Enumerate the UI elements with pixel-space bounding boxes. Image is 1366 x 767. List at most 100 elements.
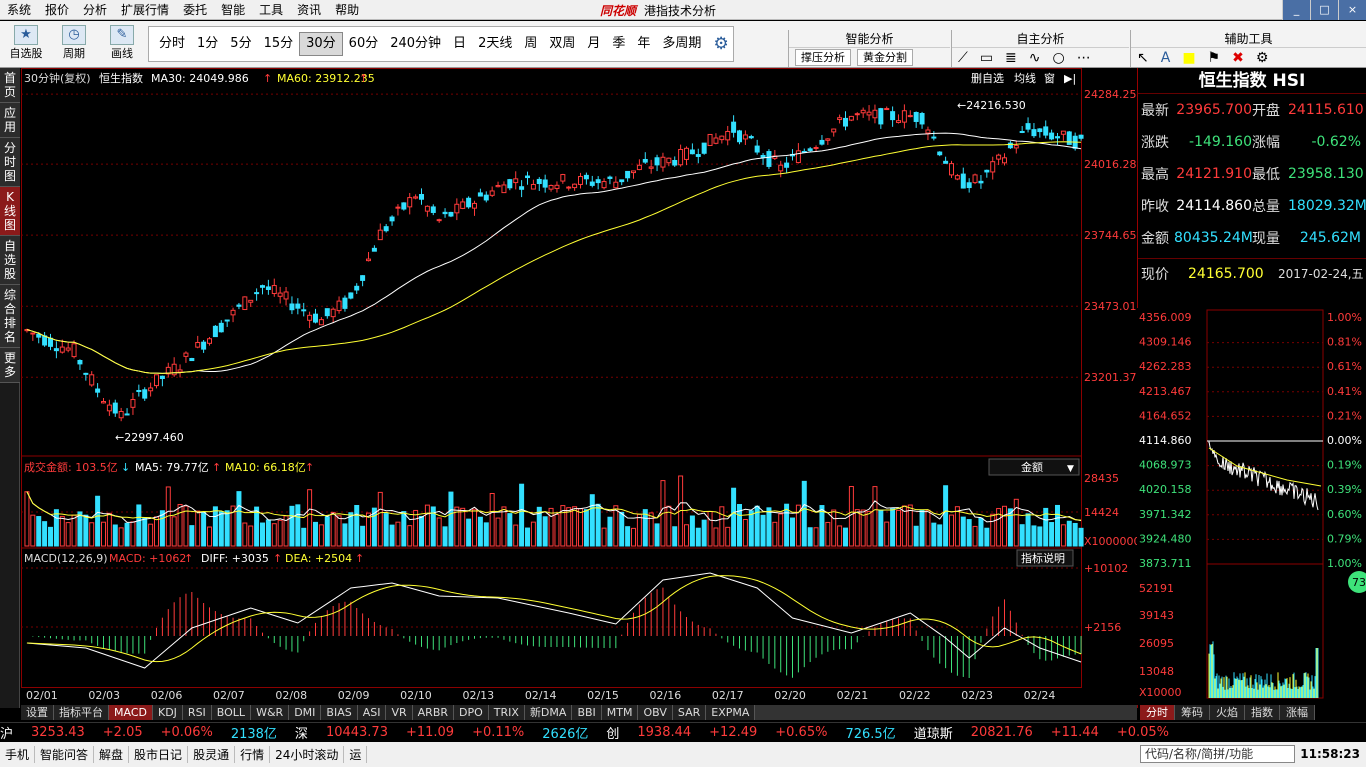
minimize-button[interactable]: _ (1282, 0, 1310, 20)
rect-icon[interactable]: ▭ (979, 49, 994, 66)
period-1[interactable]: 1分 (197, 36, 219, 51)
nav-item-7[interactable]: 运 (344, 746, 368, 763)
right-tab-1[interactable]: 筹码 (1175, 705, 1210, 720)
gear-icon[interactable]: ⚙ (713, 34, 729, 54)
period-13[interactable]: 年 (637, 36, 651, 51)
close-button[interactable]: × (1338, 0, 1366, 20)
cursor-icon[interactable]: ↖ (1137, 49, 1149, 66)
indicator-tab-1[interactable]: 指标平台 (54, 705, 109, 720)
search-input[interactable]: 代码/名称/简拼/功能 (1140, 745, 1295, 763)
period-6[interactable]: 240分钟 (390, 36, 442, 51)
nav-item-0[interactable]: 手机 (0, 746, 36, 763)
line-icon[interactable]: ⟋ (958, 49, 968, 66)
toolbar-pen-button[interactable]: ✎ 画线 (102, 25, 142, 65)
toolbar-star-button[interactable]: ★ 自选股 (6, 25, 46, 65)
left-tab-1[interactable]: 应用 (0, 103, 20, 138)
color-icon[interactable]: ■ (1182, 49, 1196, 66)
circle-icon[interactable]: ○ (1052, 49, 1065, 66)
period-5[interactable]: 60分 (348, 36, 379, 51)
indicator-tab-11[interactable]: ARBR (412, 705, 455, 720)
menu-item-4[interactable]: 委托 (183, 2, 208, 17)
indicator-tab-17[interactable]: OBV (638, 705, 673, 720)
indicator-tab-0[interactable]: 设置 (21, 705, 54, 720)
indicator-tab-18[interactable]: SAR (672, 705, 707, 720)
chart-top-button-1[interactable]: 均线 (1014, 71, 1036, 85)
indicator-tab-19[interactable]: EXPMA (706, 705, 756, 720)
nav-item-6[interactable]: 24小时滚动 (270, 746, 345, 763)
indicator-tab-6[interactable]: W&R (251, 705, 290, 720)
indicator-tab-14[interactable]: 新DMA (524, 705, 573, 720)
right-tab-0[interactable]: 分时 (1140, 705, 1175, 720)
chart-top-button-0[interactable]: 删自选 (971, 72, 1004, 85)
left-tab-5[interactable]: 综合排名 (0, 285, 20, 348)
nav-item-1[interactable]: 智能问答 (35, 746, 95, 763)
indicator-tab-10[interactable]: VR (386, 705, 413, 720)
expand-icon[interactable]: ▶| (1064, 72, 1076, 85)
quote-key: 涨幅 (1252, 135, 1280, 151)
quote-key: 总量 (1252, 199, 1280, 215)
chart-top-button-2[interactable]: 窗 (1044, 71, 1055, 85)
maximize-button[interactable]: □ (1310, 0, 1338, 20)
menu-item-3[interactable]: 扩展行情 (121, 2, 170, 17)
menu-item-6[interactable]: 工具 (259, 2, 284, 17)
right-tab-2[interactable]: 火焰 (1210, 705, 1245, 720)
float-badge[interactable] (1348, 571, 1366, 593)
indicator-help-button[interactable] (1016, 549, 1074, 567)
period-14[interactable]: 多周期 (662, 36, 702, 51)
nav-item-5[interactable]: 行情 (235, 746, 271, 763)
mark-icon[interactable]: ⚑ (1207, 49, 1221, 66)
indicator-tab-2[interactable]: MACD (109, 705, 153, 720)
volume-bar (36, 516, 42, 547)
panel-button-0[interactable]: 撑压分析 (795, 49, 851, 66)
menu-item-8[interactable]: 帮助 (335, 2, 360, 17)
indicator-tab-15[interactable]: BBI (572, 705, 602, 720)
indicator-tab-8[interactable]: BIAS (321, 705, 358, 720)
menu-item-5[interactable]: 智能 (221, 2, 246, 17)
period-8[interactable]: 2天线 (478, 36, 513, 51)
indicator-tab-9[interactable]: ASI (357, 705, 387, 720)
volume-select[interactable] (988, 458, 1080, 476)
menu-item-1[interactable]: 报价 (45, 2, 70, 17)
period-4[interactable]: 30分 (299, 32, 343, 56)
panel-button-1[interactable]: 黄金分割 (857, 49, 913, 66)
indicator-tab-16[interactable]: MTM (601, 705, 639, 720)
menu-item-2[interactable]: 分析 (83, 2, 108, 17)
wave-icon[interactable]: ∿ (1028, 49, 1041, 66)
kline-chart[interactable]: 24284.250 24016.288 23744.650 23473.01 23201… (21, 68, 1144, 708)
text-icon[interactable]: ≣ (1005, 49, 1017, 66)
left-tab-4[interactable]: 自选股 (0, 236, 20, 285)
left-tab-0[interactable]: 首页 (0, 68, 20, 103)
left-tab-2[interactable]: 分时图 (0, 138, 20, 187)
period-2[interactable]: 5分 (230, 36, 252, 51)
indicator-tab-3[interactable]: KDJ (152, 705, 183, 720)
indicator-tab-12[interactable]: DPO (454, 705, 489, 720)
intraday-mini-chart[interactable]: 4356.009 1.00% 4309.146 0.81% 4262.283 0.61% 4… (1137, 308, 1366, 708)
period-7[interactable]: 日 (453, 36, 467, 51)
font-icon[interactable]: A (1160, 49, 1171, 66)
candle (177, 369, 183, 373)
indicator-tab-4[interactable]: RSI (182, 705, 212, 720)
right-tab-3[interactable]: 指数 (1245, 705, 1280, 720)
period-0[interactable]: 分时 (159, 36, 186, 51)
toolbar-clock-button[interactable]: ◷ 周期 (54, 25, 94, 65)
left-tab-6[interactable]: 更多 (0, 348, 20, 383)
menu-item-7[interactable]: 资讯 (297, 2, 322, 17)
period-9[interactable]: 周 (524, 36, 538, 51)
period-11[interactable]: 月 (587, 36, 601, 51)
settings-icon[interactable]: ⚙ (1255, 49, 1269, 66)
nav-item-4[interactable]: 股灵通 (188, 746, 236, 763)
nav-item-3[interactable]: 股市日记 (129, 746, 189, 763)
menu-item-0[interactable]: 系统 (7, 2, 32, 17)
right-tab-4[interactable]: 涨幅 (1280, 705, 1315, 720)
period-3[interactable]: 15分 (263, 36, 294, 51)
period-10[interactable]: 双周 (549, 36, 576, 51)
indicator-tab-5[interactable]: BOLL (211, 705, 252, 720)
nav-item-2[interactable]: 解盘 (94, 746, 130, 763)
more-icon[interactable]: ⋯ (1076, 49, 1091, 66)
period-12[interactable]: 季 (612, 36, 626, 51)
indicator-tab-7[interactable]: DMI (289, 705, 322, 720)
delete-icon[interactable]: ✖ (1232, 49, 1244, 66)
indicator-tab-13[interactable]: TRIX (488, 705, 525, 720)
candle (289, 303, 295, 311)
